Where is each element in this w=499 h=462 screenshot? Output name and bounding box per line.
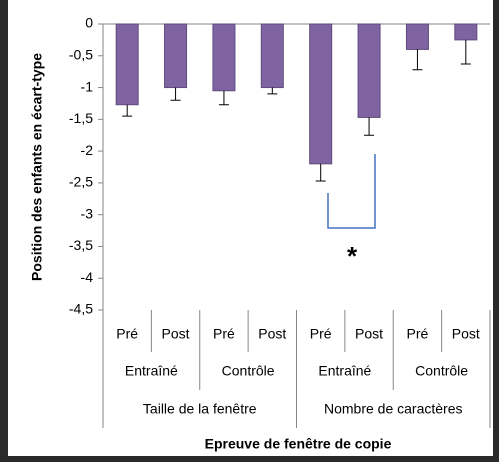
error-bar bbox=[460, 39, 471, 65]
error-bar bbox=[412, 49, 423, 71]
x-tick-label: Pré bbox=[407, 326, 429, 342]
error-bar bbox=[218, 90, 229, 106]
y-tick-label: -2,5 bbox=[69, 174, 93, 190]
bar bbox=[405, 23, 429, 50]
error-bar bbox=[170, 87, 181, 101]
bar bbox=[164, 23, 188, 89]
bar bbox=[260, 23, 284, 89]
error-bar bbox=[267, 87, 278, 95]
x-tick-label: Pré bbox=[213, 326, 235, 342]
chart-background bbox=[8, 0, 493, 456]
y-tick-label: -1,5 bbox=[69, 110, 93, 126]
x-tick-label: Pré bbox=[310, 326, 332, 342]
y-tick-label: -4 bbox=[81, 269, 94, 285]
y-tick-label: -0,5 bbox=[69, 46, 93, 62]
x-tick-label: Post bbox=[162, 326, 190, 342]
x-axis-title: Epreuve de fenêtre de copie bbox=[205, 436, 392, 452]
significance-bracket bbox=[327, 154, 376, 229]
y-tick-label: -3 bbox=[81, 205, 94, 221]
supergroup-label: Taille de la fenêtre bbox=[143, 401, 257, 417]
bar bbox=[454, 23, 478, 41]
bar bbox=[212, 23, 236, 92]
error-bar bbox=[122, 104, 133, 117]
error-bar bbox=[364, 117, 375, 136]
group-label: Entraîné bbox=[125, 363, 178, 379]
bar bbox=[357, 23, 381, 118]
bar bbox=[115, 23, 139, 106]
x-tick-label: Post bbox=[452, 326, 480, 342]
y-tick-label: -4,5 bbox=[69, 301, 93, 317]
group-label: Contrôle bbox=[415, 363, 468, 379]
annotation: * bbox=[347, 241, 358, 271]
group-label: Contrôle bbox=[222, 363, 275, 379]
y-axis-title: Position des enfants en écart-type bbox=[29, 53, 45, 281]
error-bar bbox=[315, 163, 326, 182]
x-tick-label: Pré bbox=[116, 326, 138, 342]
y-tick-label: 0 bbox=[85, 15, 93, 31]
bar bbox=[309, 23, 333, 165]
x-tick-label: Post bbox=[258, 326, 286, 342]
x-tick-label: Post bbox=[355, 326, 383, 342]
group-label: Entraîné bbox=[318, 363, 371, 379]
y-tick-label: -2 bbox=[81, 142, 94, 158]
y-tick-label: -3,5 bbox=[69, 237, 93, 253]
y-tick-label: -1 bbox=[81, 78, 94, 94]
supergroup-label: Nombre de caractères bbox=[324, 401, 463, 417]
